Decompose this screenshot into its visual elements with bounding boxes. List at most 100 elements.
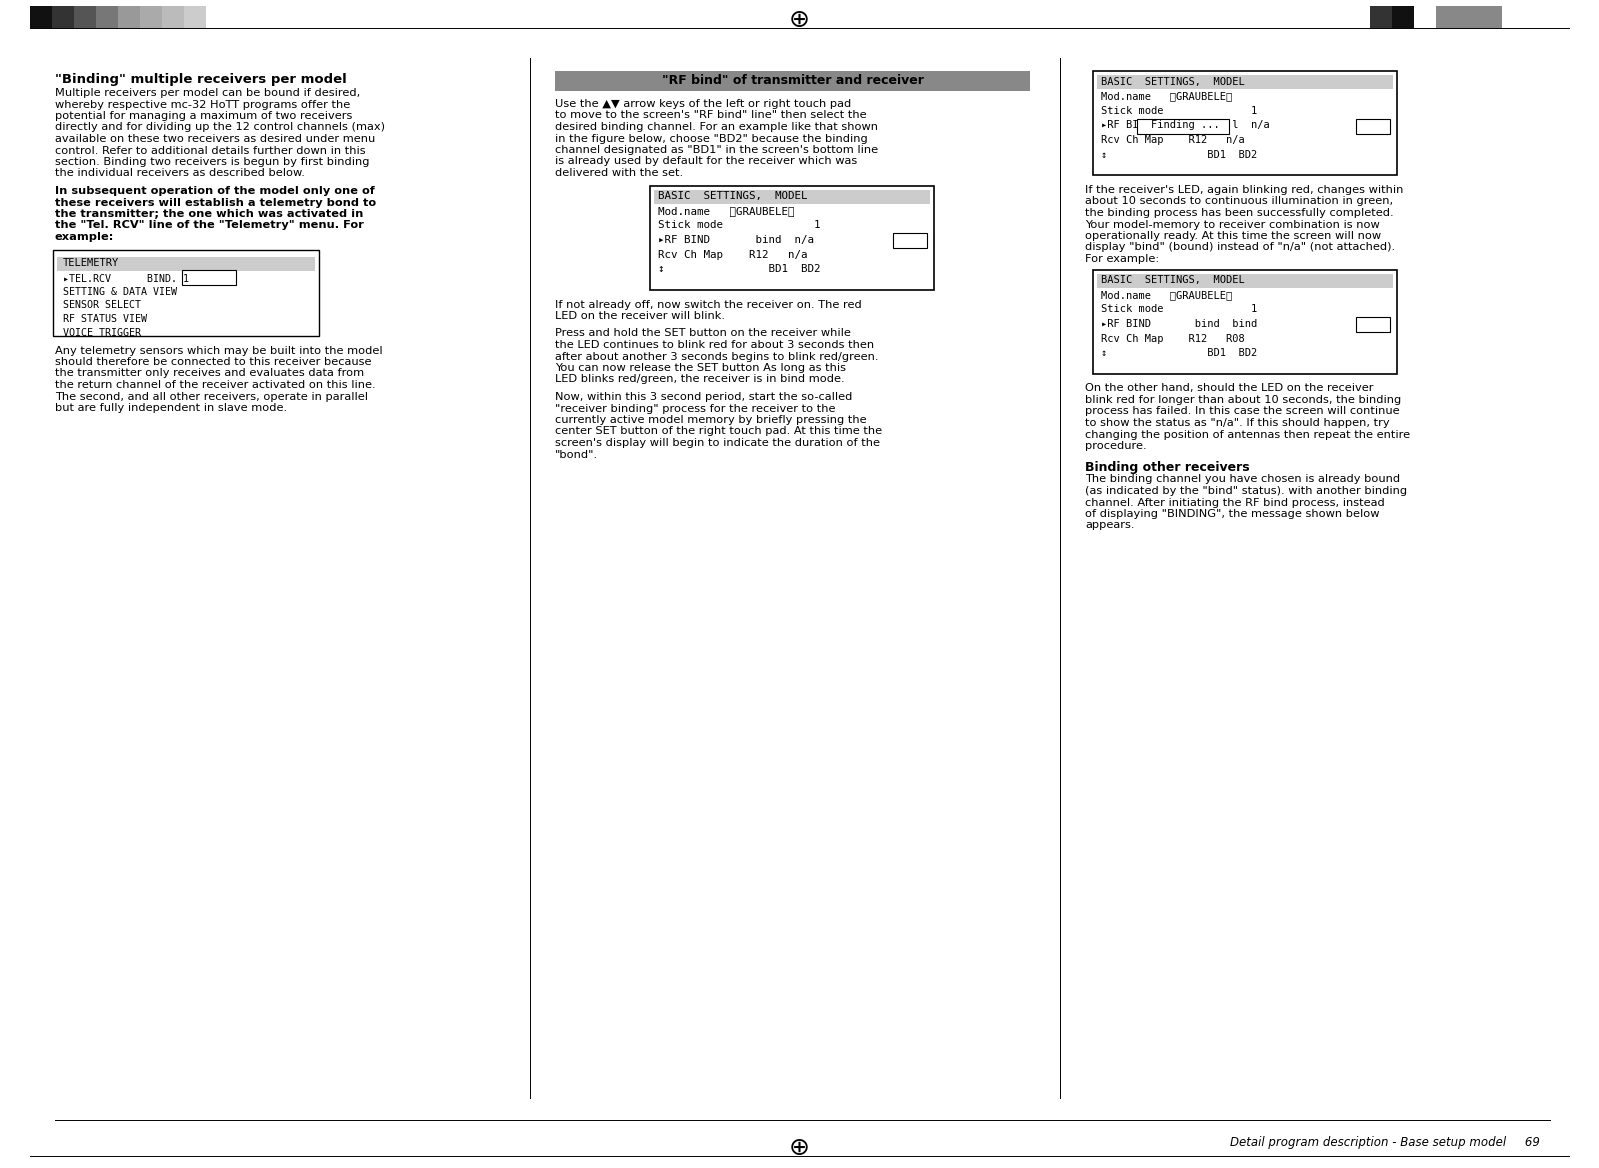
Text: example:: example:	[54, 232, 115, 242]
Bar	[118, 6, 141, 28]
Text: (as indicated by the "bind" status). with another binding: (as indicated by the "bind" status). wit…	[1086, 486, 1407, 496]
Text: the individual receivers as described below.: the individual receivers as described be…	[54, 168, 305, 179]
Text: potential for managing a maximum of two receivers: potential for managing a maximum of two …	[54, 111, 352, 121]
Text: channel. After initiating the RF bind process, instead: channel. After initiating the RF bind pr…	[1086, 498, 1385, 508]
Text: channel designated as "BD1" in the screen's bottom line: channel designated as "BD1" in the scree…	[555, 145, 878, 155]
Text: ↕                BD1  BD2: ↕ BD1 BD2	[1102, 348, 1257, 359]
Text: whereby respective mc-32 HoTT programs offer the: whereby respective mc-32 HoTT programs o…	[54, 99, 350, 110]
Text: BASIC  SETTINGS,  MODEL: BASIC SETTINGS, MODEL	[659, 192, 807, 202]
Bar	[1414, 6, 1436, 28]
Text: in the figure below, choose "BD2" because the binding: in the figure below, choose "BD2" becaus…	[555, 133, 868, 144]
Bar	[141, 6, 161, 28]
Bar	[30, 6, 53, 28]
Text: Stick mode              1: Stick mode 1	[1102, 305, 1257, 314]
Bar	[1370, 6, 1393, 28]
Text: TELEMETRY: TELEMETRY	[62, 257, 120, 267]
Text: BASIC  SETTINGS,  MODEL: BASIC SETTINGS, MODEL	[1102, 77, 1244, 86]
Text: VOICE TRIGGER: VOICE TRIGGER	[62, 327, 141, 338]
Text: Mod.name   〈GRAUBELE〉: Mod.name 〈GRAUBELE〉	[1102, 290, 1233, 300]
Text: the transmitter; the one which was activated in: the transmitter; the one which was activ…	[54, 209, 363, 220]
Text: is already used by default for the receiver which was: is already used by default for the recei…	[555, 157, 857, 167]
FancyBboxPatch shape	[53, 250, 318, 335]
Text: Mod.name   〈GRAUBELE〉: Mod.name 〈GRAUBELE〉	[1102, 91, 1233, 102]
Text: Multiple receivers per model can be bound if desired,: Multiple receivers per model can be boun…	[54, 88, 360, 98]
Text: Stick mode              1: Stick mode 1	[659, 221, 820, 230]
Text: procedure.: procedure.	[1086, 442, 1146, 451]
Bar	[1097, 273, 1393, 287]
FancyBboxPatch shape	[182, 270, 237, 285]
Text: to show the status as "n/a". If this should happen, try: to show the status as "n/a". If this sho…	[1086, 418, 1390, 427]
Bar	[1436, 6, 1458, 28]
Text: Press and hold the SET button on the receiver while: Press and hold the SET button on the rec…	[555, 328, 851, 339]
Text: the return channel of the receiver activated on this line.: the return channel of the receiver activ…	[54, 380, 376, 390]
Text: "bond".: "bond".	[555, 450, 598, 459]
Text: Detail program description - Base setup model     69: Detail program description - Base setup …	[1230, 1136, 1540, 1149]
FancyBboxPatch shape	[1137, 118, 1230, 133]
Text: If the receiver's LED, again blinking red, changes within: If the receiver's LED, again blinking re…	[1086, 185, 1404, 195]
Bar	[161, 6, 184, 28]
Text: the LED continues to blink red for about 3 seconds then: the LED continues to blink red for about…	[555, 340, 875, 350]
Text: currently active model memory by briefly pressing the: currently active model memory by briefly…	[555, 415, 867, 425]
Bar	[74, 6, 96, 28]
Bar	[1458, 6, 1481, 28]
Bar	[53, 6, 74, 28]
FancyBboxPatch shape	[1094, 270, 1398, 374]
Bar	[1097, 75, 1393, 89]
Text: On the other hand, should the LED on the receiver: On the other hand, should the LED on the…	[1086, 383, 1374, 394]
Text: Use the ▲▼ arrow keys of the left or right touch pad: Use the ▲▼ arrow keys of the left or rig…	[555, 99, 851, 109]
Text: display "bind" (bound) instead of "n/a" (not attached).: display "bind" (bound) instead of "n/a" …	[1086, 243, 1394, 252]
Text: LED blinks red/green, the receiver is in bind mode.: LED blinks red/green, the receiver is in…	[555, 375, 844, 384]
Text: For example:: For example:	[1086, 253, 1159, 264]
Text: the "Tel. RCV" line of the "Telemetry" menu. For: the "Tel. RCV" line of the "Telemetry" m…	[54, 221, 365, 230]
Text: LED on the receiver will blink.: LED on the receiver will blink.	[555, 311, 724, 321]
Text: You can now release the SET button As long as this: You can now release the SET button As lo…	[555, 363, 846, 373]
Text: Your model-memory to receiver combination is now: Your model-memory to receiver combinatio…	[1086, 220, 1380, 229]
FancyBboxPatch shape	[1356, 317, 1390, 332]
Text: ▸RF BI  Finding ...  l  n/a: ▸RF BI Finding ... l n/a	[1102, 120, 1270, 131]
FancyBboxPatch shape	[1356, 118, 1390, 133]
Text: available on these two receivers as desired under menu: available on these two receivers as desi…	[54, 134, 376, 144]
Text: the binding process has been successfully completed.: the binding process has been successfull…	[1086, 208, 1394, 218]
Bar	[1393, 6, 1414, 28]
Text: control. Refer to additional details further down in this: control. Refer to additional details fur…	[54, 146, 366, 155]
Text: "receiver binding" process for the receiver to the: "receiver binding" process for the recei…	[555, 403, 836, 413]
FancyBboxPatch shape	[892, 232, 927, 248]
Text: Rcv Ch Map    R12   n/a: Rcv Ch Map R12 n/a	[659, 250, 807, 259]
Text: desired binding channel. For an example like that shown: desired binding channel. For an example …	[555, 121, 878, 132]
Text: Mod.name   〈GRAUBELE〉: Mod.name 〈GRAUBELE〉	[659, 206, 795, 216]
Text: Now, within this 3 second period, start the so-called: Now, within this 3 second period, start …	[555, 392, 852, 402]
Text: appears.: appears.	[1086, 521, 1135, 530]
Bar	[58, 257, 315, 271]
Text: ⊕: ⊕	[788, 8, 809, 32]
Text: about 10 seconds to continuous illumination in green,: about 10 seconds to continuous illuminat…	[1086, 196, 1393, 207]
Text: process has failed. In this case the screen will continue: process has failed. In this case the scr…	[1086, 406, 1399, 417]
Text: should therefore be connected to this receiver because: should therefore be connected to this re…	[54, 357, 371, 367]
Text: of displaying "BINDING", the message shown below: of displaying "BINDING", the message sho…	[1086, 509, 1380, 519]
Bar	[555, 71, 1030, 91]
Text: operationally ready. At this time the screen will now: operationally ready. At this time the sc…	[1086, 231, 1382, 241]
Text: screen's display will begin to indicate the duration of the: screen's display will begin to indicate …	[555, 438, 879, 449]
Bar	[184, 6, 206, 28]
Text: RF STATUS VIEW: RF STATUS VIEW	[62, 314, 147, 324]
FancyBboxPatch shape	[651, 186, 934, 290]
Text: section. Binding two receivers is begun by first binding: section. Binding two receivers is begun …	[54, 157, 369, 167]
Text: If not already off, now switch the receiver on. The red: If not already off, now switch the recei…	[555, 299, 862, 310]
Text: Stick mode              1: Stick mode 1	[1102, 106, 1257, 116]
Text: Any telemetry sensors which may be built into the model: Any telemetry sensors which may be built…	[54, 346, 382, 355]
Text: SENSOR SELECT: SENSOR SELECT	[62, 300, 141, 311]
Text: directly and for dividing up the 12 control channels (max): directly and for dividing up the 12 cont…	[54, 123, 385, 132]
Bar	[654, 189, 931, 203]
Text: Rcv Ch Map    R12   R08: Rcv Ch Map R12 R08	[1102, 334, 1244, 343]
Text: Binding other receivers: Binding other receivers	[1086, 460, 1250, 473]
Text: "RF bind" of transmitter and receiver: "RF bind" of transmitter and receiver	[662, 75, 924, 88]
FancyBboxPatch shape	[1094, 71, 1398, 175]
Text: Rcv Ch Map    R12   n/a: Rcv Ch Map R12 n/a	[1102, 135, 1244, 145]
Bar	[96, 6, 118, 28]
Text: In subsequent operation of the model only one of: In subsequent operation of the model onl…	[54, 186, 374, 196]
Bar	[1481, 6, 1501, 28]
Text: ▸RF BIND       bind  bind: ▸RF BIND bind bind	[1102, 319, 1257, 329]
Text: these receivers will establish a telemetry bond to: these receivers will establish a telemet…	[54, 197, 376, 208]
Text: after about another 3 seconds begins to blink red/green.: after about another 3 seconds begins to …	[555, 352, 878, 362]
Text: blink red for longer than about 10 seconds, the binding: blink red for longer than about 10 secon…	[1086, 395, 1401, 405]
Text: SETTING & DATA VIEW: SETTING & DATA VIEW	[62, 287, 177, 297]
